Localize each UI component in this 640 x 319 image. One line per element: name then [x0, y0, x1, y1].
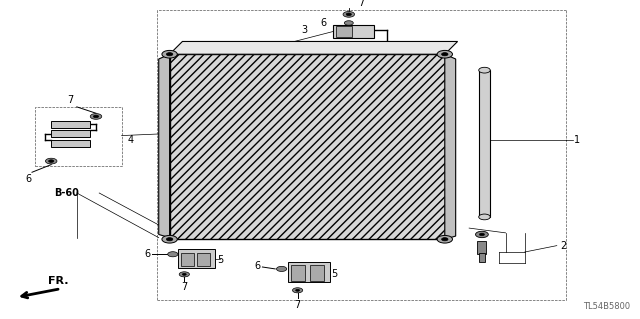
Circle shape — [437, 50, 452, 58]
Bar — [336, 26, 352, 37]
Bar — [333, 25, 374, 38]
Circle shape — [93, 115, 99, 118]
Circle shape — [442, 238, 448, 241]
Bar — [291, 265, 305, 281]
Text: 6: 6 — [320, 18, 326, 28]
Circle shape — [346, 13, 351, 16]
Text: 4: 4 — [128, 135, 134, 145]
Circle shape — [479, 67, 490, 73]
Circle shape — [45, 158, 57, 164]
Circle shape — [292, 288, 303, 293]
Text: 7: 7 — [358, 0, 365, 8]
Text: 6: 6 — [144, 249, 150, 259]
Bar — [479, 253, 485, 262]
Circle shape — [168, 252, 178, 257]
Polygon shape — [170, 41, 458, 54]
Text: 5: 5 — [332, 269, 338, 279]
Circle shape — [49, 160, 54, 162]
Bar — [288, 262, 330, 282]
Circle shape — [479, 214, 490, 220]
Circle shape — [479, 233, 484, 236]
Circle shape — [182, 273, 186, 275]
Text: 6: 6 — [26, 174, 32, 184]
Bar — [181, 253, 194, 266]
Circle shape — [344, 21, 353, 25]
Text: FR.: FR. — [48, 276, 68, 286]
Circle shape — [437, 235, 452, 243]
Bar — [197, 253, 210, 266]
Text: ACURA PART LOOKUP: ACURA PART LOOKUP — [240, 140, 374, 153]
Bar — [477, 241, 486, 254]
Circle shape — [296, 289, 300, 291]
Polygon shape — [159, 54, 170, 238]
Text: 7: 7 — [294, 300, 301, 310]
Circle shape — [90, 114, 102, 119]
Circle shape — [343, 11, 355, 17]
Text: B-60: B-60 — [54, 188, 79, 198]
Polygon shape — [445, 54, 456, 239]
Circle shape — [162, 235, 177, 243]
Circle shape — [179, 272, 189, 277]
Circle shape — [442, 53, 448, 56]
Circle shape — [276, 266, 287, 271]
Bar — [178, 249, 215, 268]
Bar — [51, 140, 90, 147]
Text: 2: 2 — [560, 241, 566, 251]
Circle shape — [162, 50, 177, 58]
Circle shape — [476, 231, 488, 238]
Bar — [35, 107, 122, 166]
Text: TL54B5800: TL54B5800 — [583, 302, 630, 311]
Bar — [479, 70, 490, 217]
Polygon shape — [170, 54, 445, 239]
Text: 5: 5 — [218, 255, 224, 265]
Text: 1: 1 — [574, 135, 580, 145]
Bar — [51, 130, 90, 137]
Text: 7: 7 — [181, 282, 188, 292]
Bar — [51, 121, 90, 128]
Circle shape — [166, 53, 173, 56]
Text: 3: 3 — [301, 25, 307, 35]
Text: 6: 6 — [254, 261, 260, 271]
Text: 7: 7 — [67, 95, 74, 105]
Circle shape — [166, 238, 173, 241]
Bar — [310, 265, 324, 281]
